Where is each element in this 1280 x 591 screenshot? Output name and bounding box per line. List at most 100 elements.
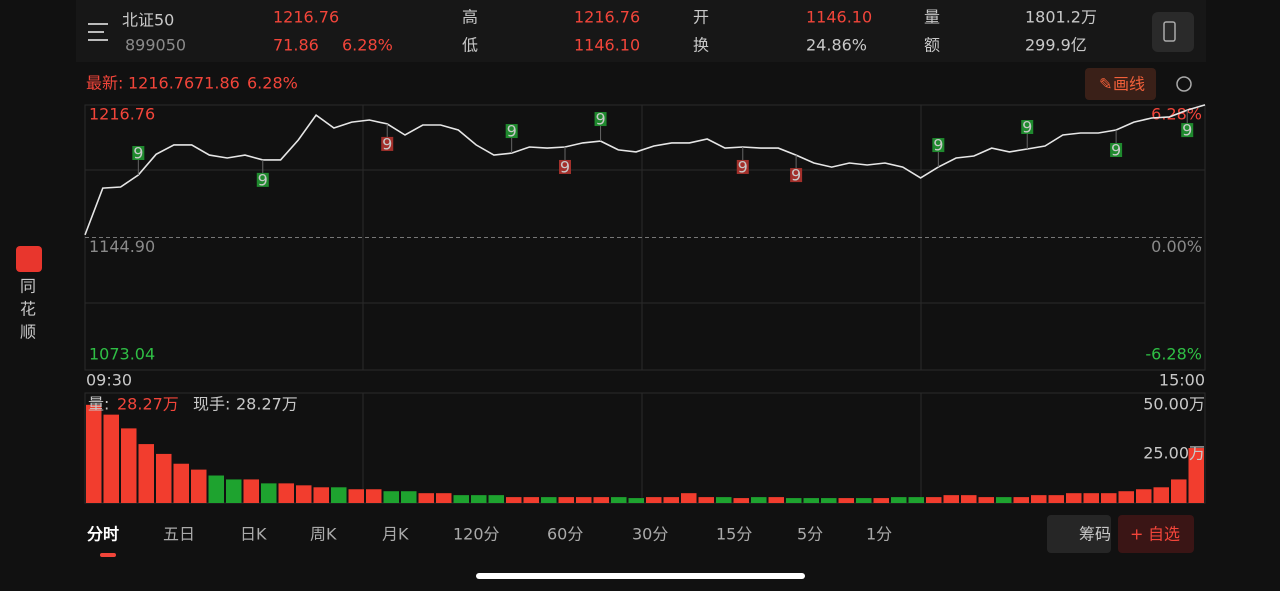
- tab[interactable]: 30分: [632, 525, 668, 544]
- watch-button-bg[interactable]: [1118, 515, 1194, 553]
- volume-bar: [453, 495, 469, 503]
- latest-label: 最新:: [86, 74, 123, 93]
- stat-value: 1146.10: [574, 36, 640, 55]
- pct-label: -6.28%: [1145, 345, 1202, 364]
- volume-bar: [261, 483, 277, 503]
- marker-box: [1110, 143, 1123, 158]
- price-line: [84, 104, 1206, 236]
- tab[interactable]: 分时: [87, 525, 119, 544]
- volume-bar: [471, 495, 487, 503]
- volume-bar: [523, 497, 539, 503]
- stat-value: 299.9亿: [1025, 36, 1087, 55]
- volume-bar: [646, 497, 662, 503]
- marker-label: 9: [933, 136, 943, 155]
- volume-bar: [751, 497, 767, 503]
- volume-bar: [786, 498, 802, 503]
- marker-box: [932, 138, 945, 153]
- hand-value: 28.27万: [236, 395, 298, 414]
- volume-bar: [1083, 493, 1099, 503]
- x-label: 09:30: [86, 371, 132, 390]
- volume-bar: [1013, 497, 1029, 503]
- device-icon: [1163, 21, 1176, 42]
- volume-bar: [313, 487, 329, 503]
- stat-label: 额: [924, 36, 940, 55]
- tab[interactable]: 15分: [716, 525, 752, 544]
- volume-bar: [1101, 493, 1117, 503]
- tab[interactable]: 周K: [310, 525, 337, 544]
- app-logo[interactable]: [16, 246, 42, 272]
- stat-label: 开: [693, 8, 709, 27]
- stock-code: 899050: [125, 36, 186, 55]
- tab[interactable]: 1分: [866, 525, 892, 544]
- marker-box: [1181, 123, 1194, 138]
- volume-bar: [821, 498, 837, 503]
- stat-value: 24.86%: [806, 36, 867, 55]
- marker-box: [736, 159, 749, 174]
- chips-button[interactable]: 筹码: [1079, 525, 1111, 544]
- tab[interactable]: 120分: [453, 525, 500, 544]
- y-tick-label: 1073.04: [89, 345, 155, 364]
- settings-icon[interactable]: [1176, 76, 1192, 92]
- volume-bar: [1171, 479, 1187, 503]
- volume-bar: [243, 479, 259, 503]
- volume-bar: [348, 489, 364, 503]
- volume-bar: [226, 479, 242, 503]
- volume-bar: [541, 497, 557, 503]
- plus-icon: +: [1130, 525, 1143, 544]
- x-label: 15:00: [1159, 371, 1205, 390]
- volume-bar: [1048, 495, 1064, 503]
- tab[interactable]: 月K: [382, 525, 409, 544]
- y-tick-label: 1216.76: [89, 105, 155, 124]
- marker-box: [381, 136, 394, 151]
- volume-bar: [401, 491, 417, 503]
- watch-button[interactable]: 自选: [1148, 525, 1180, 544]
- volume-bar: [698, 497, 714, 503]
- header-bar: [76, 0, 1206, 62]
- volume-bar: [663, 497, 679, 503]
- stat-label: 量: [924, 8, 940, 27]
- volume-bar: [873, 498, 889, 503]
- volume-bar: [1066, 493, 1082, 503]
- menu-icon[interactable]: [88, 23, 108, 41]
- volume-bar: [191, 469, 207, 503]
- volume-bar: [173, 463, 189, 503]
- volume-bar: [628, 498, 644, 503]
- draw-button-label: 画线: [1113, 75, 1145, 94]
- marker-label: 9: [1111, 141, 1121, 160]
- volume-bar: [383, 491, 399, 503]
- stat-value: 1801.2万: [1025, 8, 1097, 27]
- app-name-char: 顺: [20, 323, 36, 342]
- tab-underline: [100, 553, 116, 557]
- tab[interactable]: 5分: [797, 525, 823, 544]
- marker-box: [1021, 119, 1034, 134]
- tab[interactable]: 60分: [547, 525, 583, 544]
- volume-tick-label: 50.00万: [1143, 394, 1205, 413]
- marker-label: 9: [258, 170, 268, 189]
- app-name-char: 花: [20, 300, 36, 319]
- volume-bar: [296, 485, 312, 503]
- stat-value: 1146.10: [806, 8, 872, 27]
- volume-bar: [558, 497, 574, 503]
- volume-bar: [611, 497, 627, 503]
- draw-button[interactable]: [1085, 68, 1156, 100]
- stat-label: 高: [462, 8, 478, 27]
- latest-pct: 6.28%: [247, 74, 298, 93]
- price: 1216.76: [273, 8, 339, 27]
- volume-bar: [593, 497, 609, 503]
- marker-box: [505, 124, 518, 139]
- volume-bar: [103, 414, 119, 503]
- tab[interactable]: 日K: [240, 525, 267, 544]
- marker-box: [256, 172, 269, 187]
- volume-bar: [418, 493, 434, 503]
- device-button[interactable]: [1152, 12, 1194, 52]
- volume-bar: [943, 495, 959, 503]
- marker-label: 9: [507, 122, 517, 141]
- volume-tick-label: 25.00万: [1143, 443, 1205, 462]
- marker-label: 9: [133, 143, 143, 162]
- volume-bar: [891, 497, 907, 503]
- latest-change: 71.86: [194, 74, 240, 93]
- volume-bar: [978, 497, 994, 503]
- tab[interactable]: 五日: [163, 525, 195, 544]
